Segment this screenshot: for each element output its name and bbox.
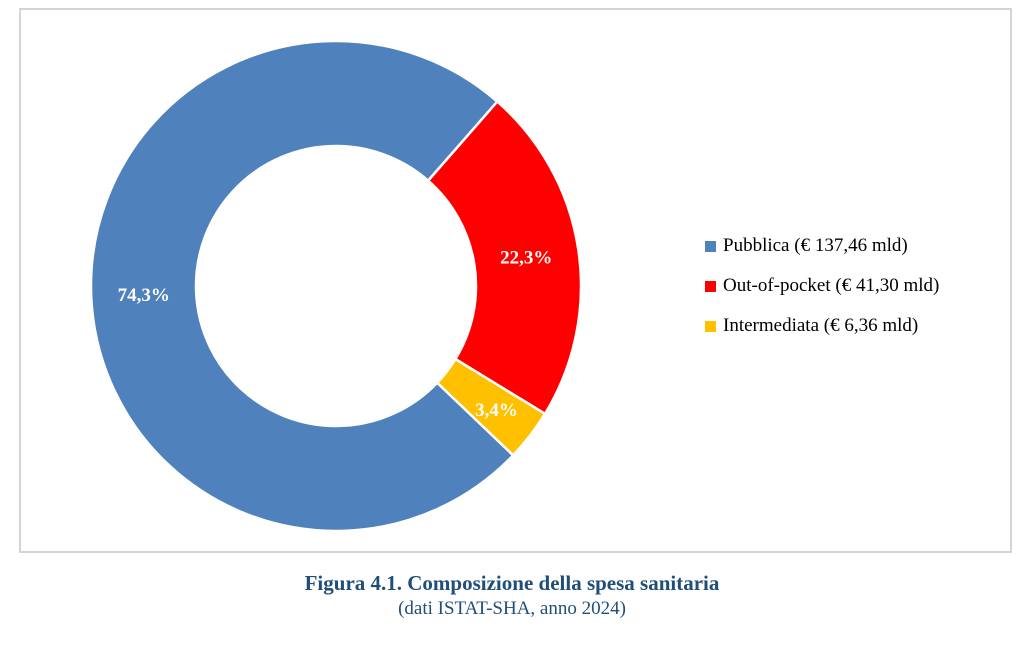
legend-item-out-of-pocket: Out-of-pocket (€ 41,30 mld) xyxy=(705,266,939,306)
donut-chart: 74,3% 22,3% 3,4% xyxy=(89,39,583,533)
figure-caption-title: Figura 4.1. Composizione della spesa san… xyxy=(304,571,720,595)
legend-item-intermediata: Intermediata (€ 6,36 mld) xyxy=(705,306,939,346)
legend-swatch-icon xyxy=(705,320,716,332)
figure-caption-subtitle: (dati ISTAT-SHA, anno 2024) xyxy=(398,598,626,620)
segment-value-label: 3,4% xyxy=(475,400,518,421)
figure-panel: 74,3% 22,3% 3,4% Pubblica (€ 137,46 mld) Ou… xyxy=(19,8,1012,553)
donut-segment-intermediata xyxy=(435,357,547,457)
legend-label: Pubblica (€ 137,46 mld) xyxy=(723,235,908,256)
donut-segment-pubblica xyxy=(89,39,515,533)
legend-label: Out-of-pocket (€ 41,30 mld) xyxy=(723,275,940,296)
legend-swatch-icon xyxy=(705,240,716,252)
legend-label: Intermediata (€ 6,36 mld) xyxy=(723,315,919,336)
figure-caption: Figura 4.1. Composizione della spesa san… xyxy=(0,571,1024,621)
segment-value-label: 74,3% xyxy=(118,285,170,306)
legend-swatch-icon xyxy=(705,280,716,292)
legend-item-pubblica: Pubblica (€ 137,46 mld) xyxy=(705,226,939,266)
chart-legend: Pubblica (€ 137,46 mld) Out-of-pocket (€ … xyxy=(705,226,939,346)
segment-value-label: 22,3% xyxy=(500,248,552,269)
donut-segment-out-of-pocket xyxy=(426,100,583,416)
